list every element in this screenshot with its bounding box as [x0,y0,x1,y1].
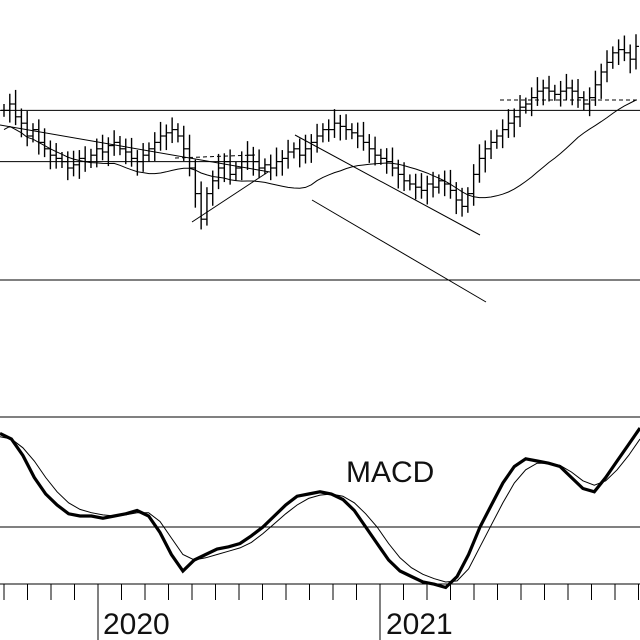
trendline-ascending [191,171,269,223]
price-panel [0,34,640,303]
channel-upper-line [294,134,481,236]
macd-title: MACD [346,456,434,489]
channel-lower-line [311,199,487,303]
trendline-descending [0,124,271,173]
dashed-line-left [174,154,256,159]
x-tick-label-2020: 2020 [103,608,170,640]
macd-series-signal-line [0,436,640,583]
x-tick-label-2021: 2021 [386,608,453,640]
moving-average-line [3,99,637,199]
x-axis: 2020 2021 [0,583,640,640]
macd-panel: MACD [0,416,640,590]
macd-series-macd-line [0,427,640,590]
